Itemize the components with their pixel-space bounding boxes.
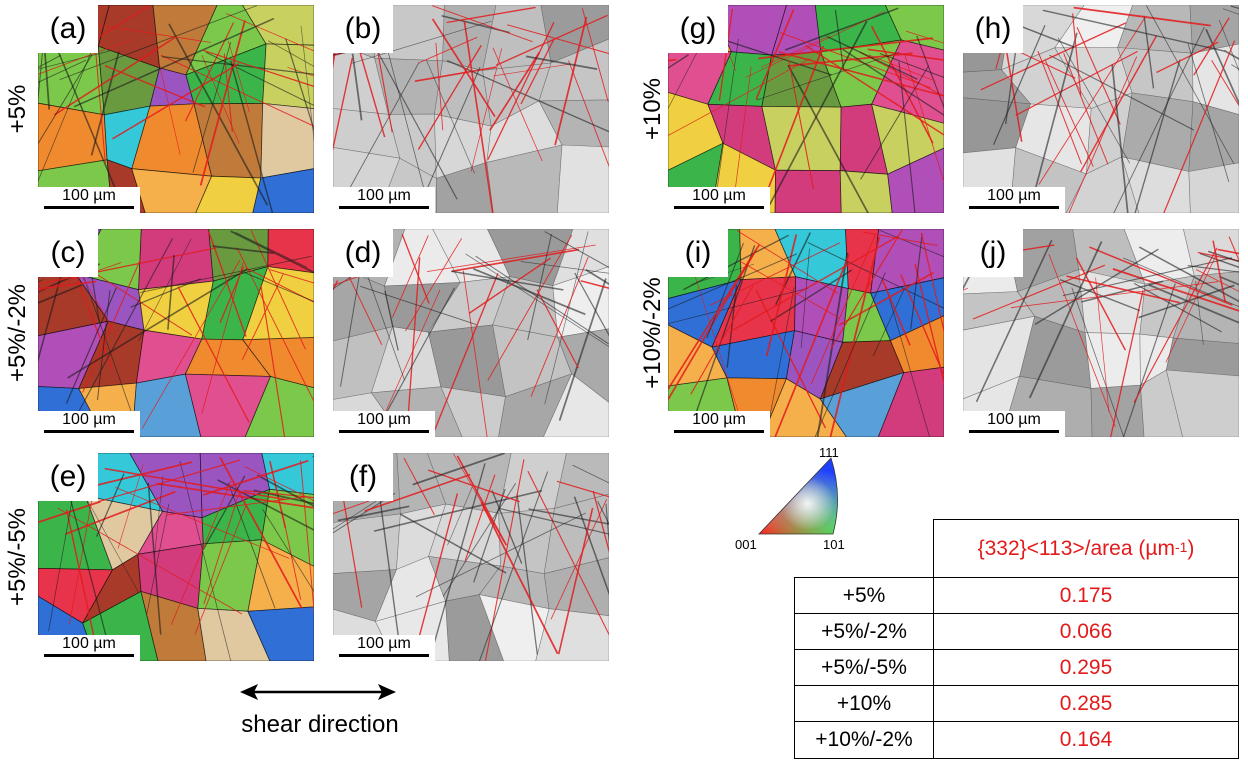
table-row-condition: +5%/-2% — [794, 613, 934, 650]
panel-label: (e) — [38, 453, 98, 501]
ebsd-map-h: (h) 100 µm — [963, 5, 1239, 213]
panel-label: (j) — [963, 229, 1023, 277]
panel-label: (i) — [668, 229, 728, 277]
iq-map-image — [333, 229, 609, 437]
ipf-label-001: 001 — [735, 537, 757, 552]
scale-bar: 100 µm — [38, 187, 140, 213]
ebsd-map-i: (i) 100 µm — [668, 229, 944, 437]
ipf-label-101: 101 — [823, 537, 845, 552]
shear-direction-arrow — [238, 680, 398, 704]
iq-map-image — [963, 229, 1239, 437]
scale-bar-text: 100 µm — [62, 635, 116, 652]
table-row-value: 0.164 — [933, 721, 1239, 759]
ebsd-map-g: (g) 100 µm — [668, 5, 944, 213]
table-row-condition: +10% — [794, 685, 934, 722]
panel-label: (c) — [38, 229, 98, 277]
panel-label: (f) — [333, 453, 393, 501]
scale-bar: 100 µm — [333, 187, 435, 213]
scale-bar-text: 100 µm — [987, 187, 1041, 204]
table-row-value: 0.175 — [933, 577, 1239, 614]
scale-bar-text: 100 µm — [357, 635, 411, 652]
ebsd-map-d: (d) 100 µm — [333, 229, 609, 437]
row-label: +5%/-2% — [4, 283, 31, 383]
scale-bar-text: 100 µm — [62, 411, 116, 428]
scale-bar: 100 µm — [333, 635, 435, 661]
ebsd-map-j: (j) 100 µm — [963, 229, 1239, 437]
ipf-label-111: 111 — [819, 445, 839, 460]
shear-direction-caption: shear direction — [241, 711, 399, 738]
table-header: {332}<113>/area (µm -1) — [933, 519, 1239, 578]
panel-label: (a) — [38, 5, 98, 53]
table-row-value: 0.285 — [933, 685, 1239, 722]
panel-label: (b) — [333, 5, 393, 53]
scale-bar-text: 100 µm — [987, 411, 1041, 428]
scale-bar: 100 µm — [963, 411, 1065, 437]
row-label: +5%/-5% — [4, 507, 31, 607]
scale-bar-text: 100 µm — [357, 411, 411, 428]
scale-bar-text: 100 µm — [357, 187, 411, 204]
row-label: +5% — [4, 84, 31, 134]
row-label: +10% — [639, 77, 666, 141]
panel-label: (g) — [668, 5, 728, 53]
scale-bar: 100 µm — [333, 411, 435, 437]
ebsd-map-a: (a) 100 µm — [38, 5, 314, 213]
table-row-condition: +5%/-5% — [794, 649, 934, 686]
ebsd-map-c: (c) 100 µm — [38, 229, 314, 437]
table-row-condition: +10%/-2% — [794, 721, 934, 759]
ebsd-map-b: (b) 100 µm — [333, 5, 609, 213]
double-arrow-icon — [240, 684, 396, 700]
scale-bar: 100 µm — [38, 635, 140, 661]
row-label: +10%/-2% — [639, 277, 666, 389]
panel-label: (d) — [333, 229, 393, 277]
scale-bar-text: 100 µm — [692, 187, 746, 204]
ebsd-map-f: (f) 100 µm — [333, 453, 609, 661]
scale-bar: 100 µm — [668, 187, 770, 213]
panel-label: (h) — [963, 5, 1023, 53]
scale-bar-text: 100 µm — [62, 187, 116, 204]
table-row-value: 0.295 — [933, 649, 1239, 686]
scale-bar: 100 µm — [668, 411, 770, 437]
table-row-condition: +5% — [794, 577, 934, 614]
scale-bar: 100 µm — [963, 187, 1065, 213]
table-row-value: 0.066 — [933, 613, 1239, 650]
ipf-color-key: 111 001 101 — [727, 446, 907, 556]
ipf-triangle-icon — [758, 457, 838, 535]
ebsd-map-e: (e) 100 µm — [38, 453, 314, 661]
scale-bar: 100 µm — [38, 411, 140, 437]
ipf-map-image — [38, 5, 314, 213]
scale-bar-text: 100 µm — [692, 411, 746, 428]
